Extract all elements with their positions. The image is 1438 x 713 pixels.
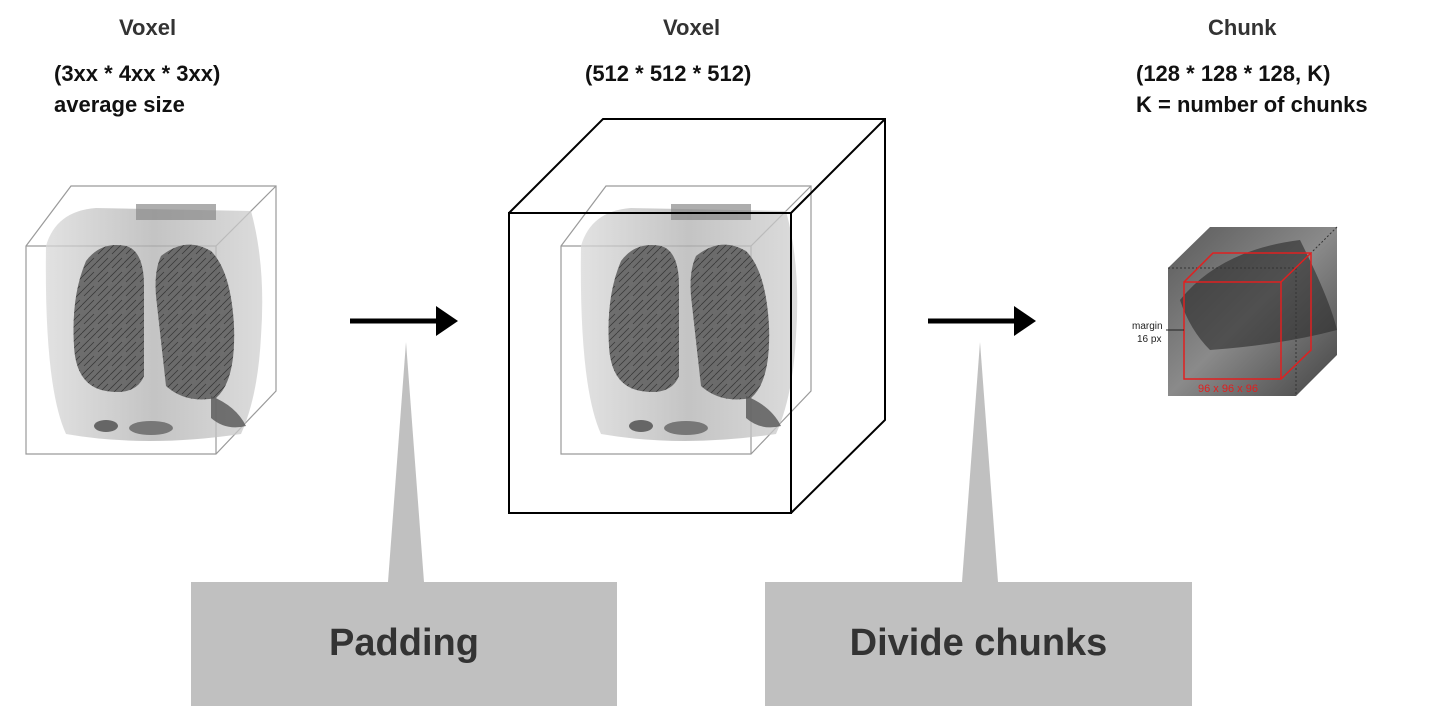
stage1-title: Voxel [119,15,176,41]
stage2-dims: (512 * 512 * 512) [585,58,751,89]
stage3-subtitle: K = number of chunks [1136,89,1368,120]
arrow-1-icon [350,306,458,336]
arrow-2-icon [928,306,1036,336]
step-padding-label: Padding [191,622,617,665]
step-divide-chunks-label: Divide chunks [765,622,1192,665]
margin-label: margin [1132,321,1163,332]
chunk-image: margin 16 px 96 x 96 x 96 [1132,227,1337,396]
ct-scan-image-original [26,186,276,454]
stage2-title: Voxel [663,15,720,41]
stage3-title: Chunk [1208,15,1276,41]
margin-value: 16 px [1137,334,1161,345]
inner-chunk-label: 96 x 96 x 96 [1198,383,1258,395]
stage1-dims: (3xx * 4xx * 3xx) [54,58,220,89]
ct-scan-image-padded [561,186,811,454]
stage1-subtitle: average size [54,89,185,120]
stage3-dims: (128 * 128 * 128, K) [1136,58,1330,89]
